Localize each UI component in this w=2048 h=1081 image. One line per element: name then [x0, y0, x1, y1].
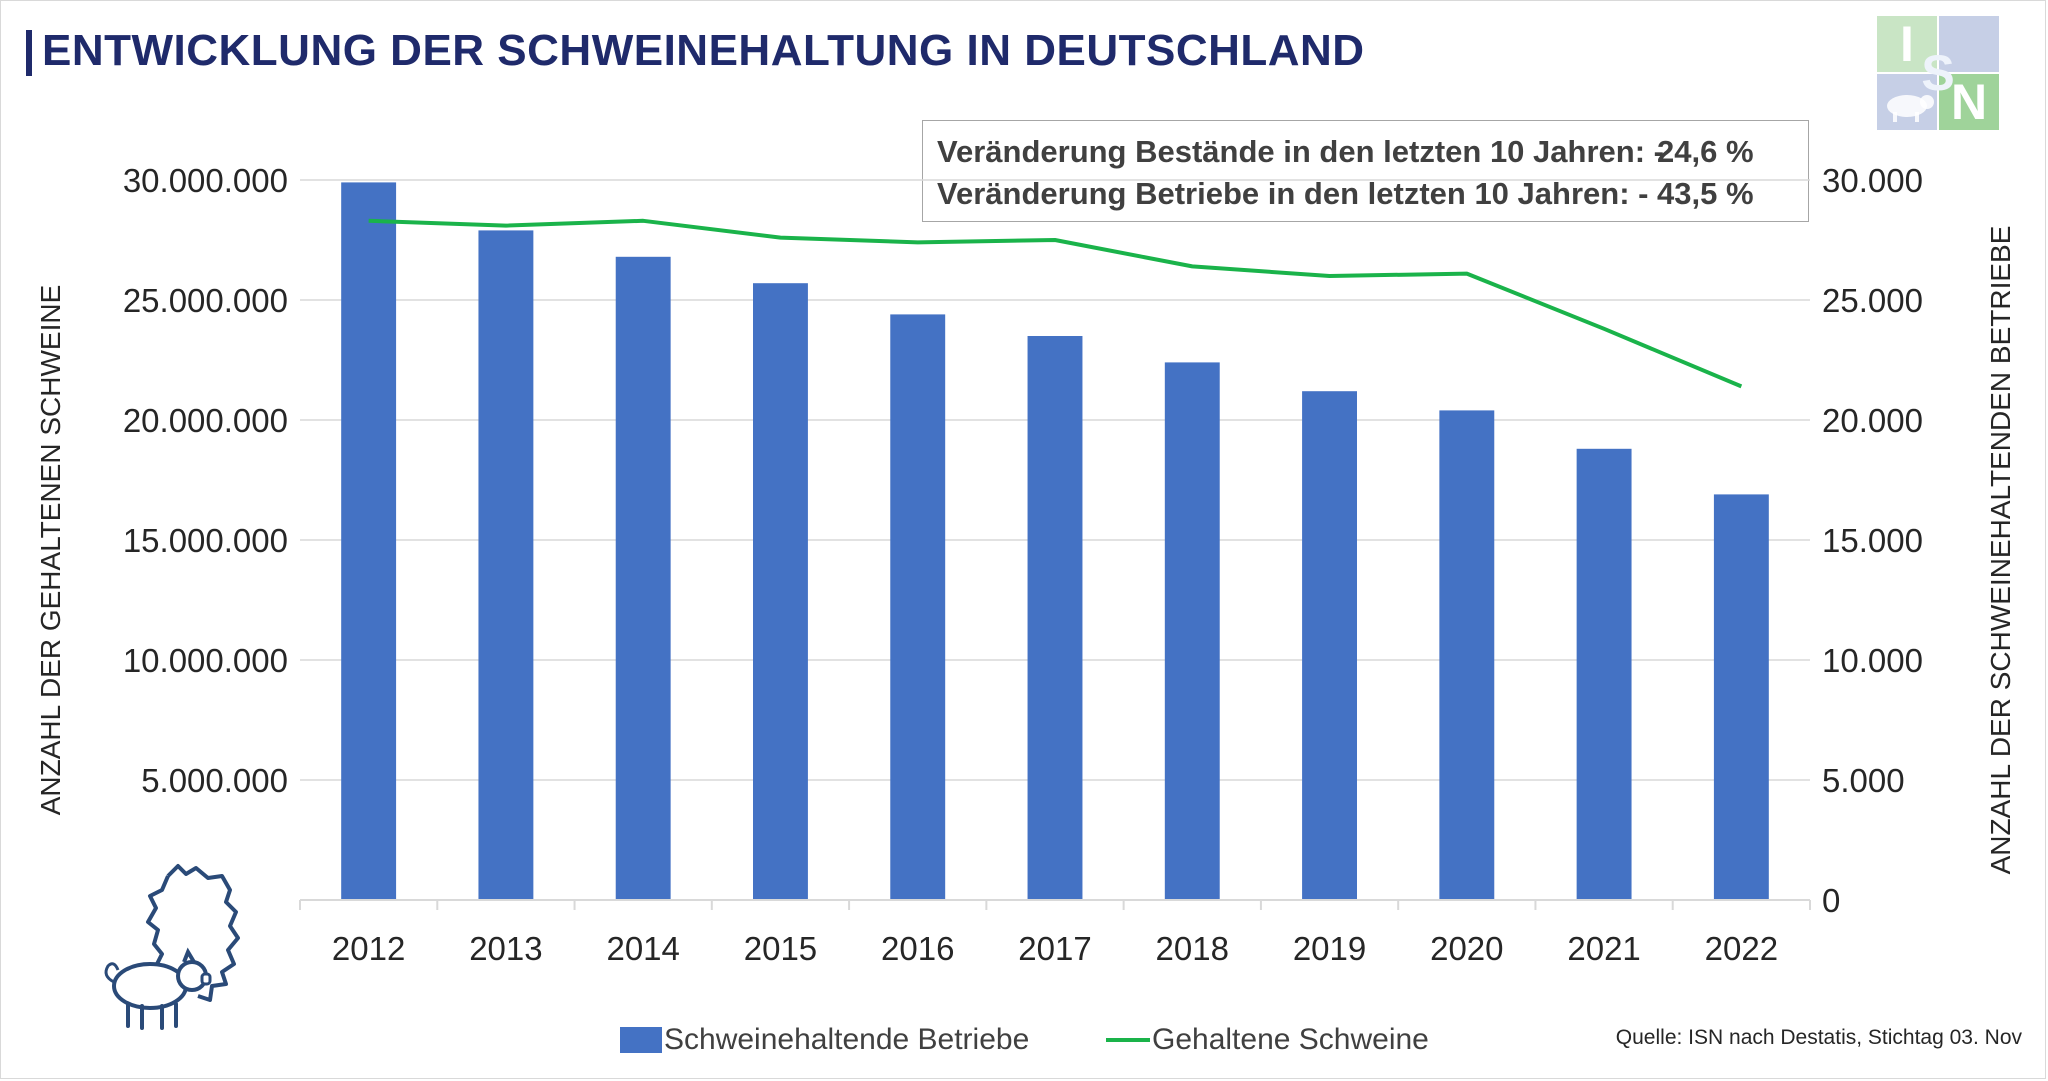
- bar-2014: [615, 256, 671, 900]
- y-left-tick-label: 20.000.000: [123, 402, 288, 439]
- x-tick-label: 2015: [744, 930, 817, 967]
- axes: 0 5.000.000 5.000 10.000.000 10.000 15.000.00…: [35, 162, 2016, 967]
- source-note: Quelle: ISN nach Destatis, Stichtag 03. …: [1615, 1026, 2022, 1049]
- logo-cell-n: [1939, 74, 1999, 130]
- bar-series: [341, 182, 1769, 900]
- logo-letter-s: S: [1921, 45, 1955, 101]
- logo-letter-n: N: [1950, 74, 1988, 130]
- line-series: [368, 218, 1743, 389]
- bar-2012: [341, 182, 397, 900]
- y-right-tick-label: 10.000: [1822, 642, 1923, 679]
- x-tick-label: 2017: [1018, 930, 1091, 967]
- y-right-tick-label: 0: [1822, 882, 1840, 919]
- y-right-tick-label: 15.000: [1822, 522, 1923, 559]
- bar-2019: [1302, 391, 1357, 900]
- x-tick-label: 2022: [1705, 930, 1778, 967]
- x-tick-label: 2019: [1293, 930, 1366, 967]
- logo-pig-icon: [1887, 95, 1934, 122]
- bar-2022: [1713, 494, 1769, 900]
- legend: Schweinehaltende Betriebe Gehaltene Schw…: [0, 1020, 2048, 1060]
- x-tick-label: 2020: [1430, 930, 1503, 967]
- y-left-tick-label: 15.000.000: [123, 522, 288, 559]
- bar-2021: [1576, 448, 1632, 900]
- info-farms-value: 43,5 %: [1657, 176, 1754, 211]
- logo-cell-i: [1877, 16, 1937, 72]
- legend-swatch-bar: [620, 1027, 662, 1053]
- y-right-tick-label: 5.000: [1822, 762, 1905, 799]
- logo-letter-i: I: [1900, 16, 1914, 72]
- y-left-axis-title: ANZAHL DER GEHALTENEN SCHWEINE: [35, 285, 66, 816]
- bar-2017: [1027, 336, 1083, 900]
- legend-label-schweine: Gehaltene Schweine: [1152, 1023, 1429, 1056]
- x-tick-label: 2014: [606, 930, 679, 967]
- bar-2015: [753, 283, 808, 900]
- x-tick-label: 2016: [881, 930, 954, 967]
- bar-2020: [1439, 410, 1495, 900]
- x-tick-label: 2018: [1156, 930, 1229, 967]
- info-line-stock: Veränderung Bestände in den letzten 10 J…: [937, 131, 1808, 173]
- isn-logo: I S N: [1877, 16, 2002, 132]
- y-right-axis-title: ANZAHL DER SCHWEINEHALTENDEN BETRIEBE: [1985, 226, 2016, 875]
- info-stock-label: Veränderung Bestände in den letzten 10 J…: [937, 134, 1664, 169]
- change-info-box: Veränderung Bestände in den letzten 10 J…: [922, 120, 1809, 222]
- info-stock-value: 24,6 %: [1657, 134, 1754, 169]
- y-left-tick-label: 25.000.000: [123, 282, 288, 319]
- y-right-tick-label: 25.000: [1822, 282, 1923, 319]
- bar-2013: [478, 230, 534, 900]
- x-tick-label: 2012: [332, 930, 405, 967]
- y-left-tick-label: 5.000.000: [141, 762, 288, 799]
- y-left-tick-label: 10.000.000: [123, 642, 288, 679]
- x-tick-label: 2021: [1567, 930, 1640, 967]
- chart-title: ENTWICKLUNG DER SCHWEINEHALTUNG IN DEUTS…: [42, 26, 1365, 75]
- logo-cell-top-right: [1939, 16, 1999, 72]
- x-tick-label: 2013: [469, 930, 542, 967]
- title-accent-bar: [26, 30, 32, 76]
- y-left-tick-label: 30.000.000: [123, 162, 288, 199]
- y-right-tick-label: 20.000: [1822, 402, 1923, 439]
- info-line-farms: Veränderung Betriebe in den letzten 10 J…: [937, 173, 1808, 215]
- legend-swatch-line: [1106, 1038, 1150, 1042]
- pig-illustration-icon: [104, 864, 240, 1030]
- legend-label-betriebe: Schweinehaltende Betriebe: [664, 1023, 1030, 1056]
- bar-2016: [890, 314, 946, 900]
- y-right-tick-label: 30.000: [1822, 162, 1923, 199]
- info-farms-label: Veränderung Betriebe in den letzten 10 J…: [937, 176, 1649, 211]
- bar-2018: [1164, 362, 1220, 900]
